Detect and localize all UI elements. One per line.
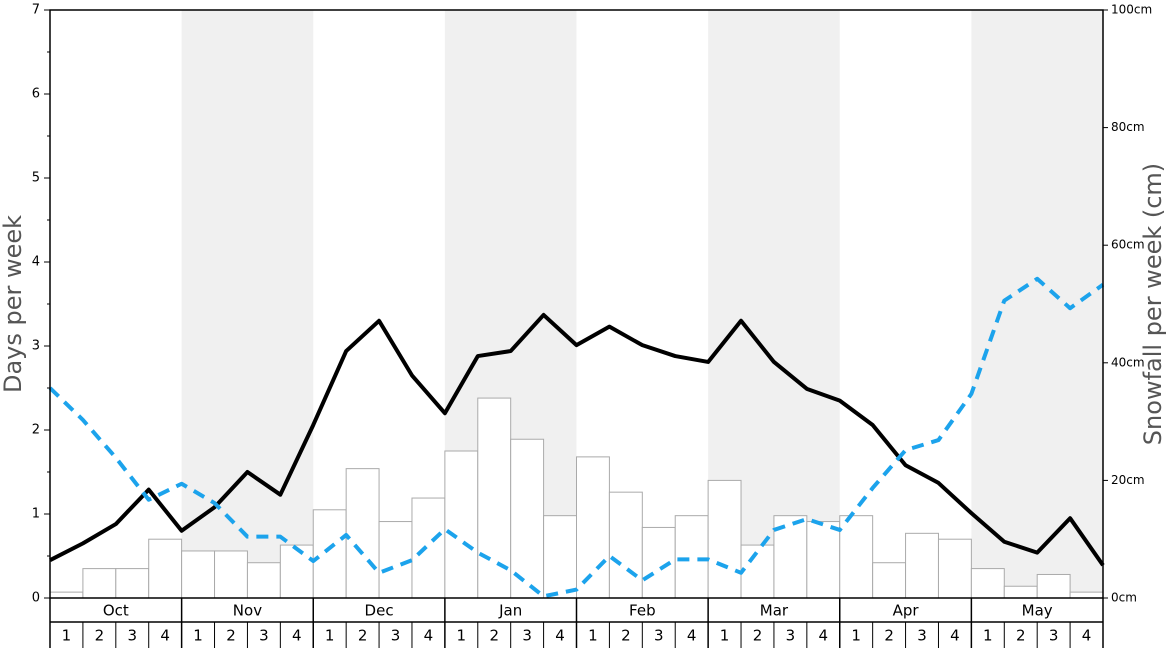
snowfall-bar: [806, 521, 841, 599]
snowfall-bar: [872, 562, 907, 599]
week-label: 3: [522, 627, 532, 645]
y-tick-label: 1: [32, 507, 40, 522]
snowfall-bar: [970, 568, 1005, 599]
week-label: 1: [325, 627, 335, 645]
month-label: Dec: [365, 602, 394, 620]
snowfall-bar: [1003, 585, 1038, 599]
snowfall-bar: [246, 562, 281, 599]
y-tick-label: 3: [32, 339, 40, 354]
y2-tick-label: 0cm: [1111, 591, 1137, 605]
week-label: 1: [983, 627, 993, 645]
snowfall-bar: [905, 532, 939, 599]
month-label: Oct: [103, 602, 129, 620]
snowfall-bar: [115, 568, 150, 599]
month-label: Jan: [498, 602, 522, 620]
snowfall-bar: [740, 544, 775, 599]
snowfall-bar: [345, 468, 380, 599]
month-label: Apr: [893, 602, 920, 620]
week-label: 3: [1049, 627, 1059, 645]
snowfall-bar: [1069, 591, 1104, 599]
week-label: 2: [621, 627, 631, 645]
month-shade: [971, 10, 1103, 598]
week-label: 4: [687, 627, 697, 645]
y-tick-label: 4: [32, 255, 40, 270]
y-tick-label: 7: [32, 3, 40, 18]
y2-tick-label: 100cm: [1111, 3, 1152, 17]
week-label: 3: [391, 627, 401, 645]
snowfall-bar: [608, 491, 643, 599]
days-line: [48, 276, 1105, 599]
week-label: 1: [62, 627, 72, 645]
week-label: 4: [160, 627, 170, 645]
week-label: 4: [950, 627, 960, 645]
snowfall-bar: [312, 509, 347, 599]
snowfall-bar: [279, 544, 314, 599]
y-tick-label: 2: [32, 423, 40, 438]
y2-tick-label: 40cm: [1111, 355, 1145, 369]
snowfall-bar: [773, 515, 808, 599]
snowfall-bar: [576, 456, 610, 599]
snowfall-bar: [82, 568, 117, 599]
y-tick-label: 6: [32, 87, 40, 102]
week-label: 2: [489, 627, 499, 645]
week-label: 2: [226, 627, 236, 645]
y2-axis-label: Snowfall per week (cm): [1139, 163, 1167, 445]
week-label: 3: [654, 627, 664, 645]
week-label: 4: [424, 627, 434, 645]
month-label: Nov: [233, 602, 262, 620]
y-tick-label: 0: [32, 591, 40, 606]
week-label: 3: [259, 627, 269, 645]
snowfall-bar: [1036, 573, 1071, 599]
snowfall-bar: [543, 515, 577, 599]
y-tick-label: 5: [32, 171, 40, 186]
week-label: 4: [292, 627, 302, 645]
days-line: [49, 312, 1105, 567]
snowfall-bar: [839, 515, 874, 599]
week-label: 3: [786, 627, 796, 645]
month-shade: [181, 10, 314, 598]
week-label: 1: [588, 627, 598, 645]
week-label: 3: [127, 627, 137, 645]
week-label: 4: [555, 627, 565, 645]
y2-tick-label: 20cm: [1111, 473, 1145, 487]
snowfall-bar: [49, 591, 84, 599]
snowfall-bar: [181, 550, 216, 599]
week-label: 4: [1082, 627, 1092, 645]
month-label: May: [1022, 602, 1053, 620]
y-axis-label: Days per week: [0, 215, 27, 393]
week-label: 2: [884, 627, 894, 645]
snowfall-bar: [707, 479, 742, 599]
week-label: 1: [457, 627, 467, 645]
week-label: 2: [753, 627, 763, 645]
snowfall-bar: [214, 550, 248, 599]
snowfall-bar: [674, 515, 709, 599]
snowfall-bar: [444, 450, 479, 599]
snowfall-bar: [148, 538, 183, 599]
snowfall-bar: [411, 497, 446, 599]
week-label: 2: [358, 627, 368, 645]
y2-tick-label: 80cm: [1111, 120, 1145, 134]
y2-tick-label: 60cm: [1111, 238, 1145, 252]
snowfall-bar: [937, 538, 972, 599]
week-label: 3: [917, 627, 927, 645]
week-label: 2: [1016, 627, 1026, 645]
snowfall-bar: [378, 521, 413, 599]
week-label: 1: [193, 627, 203, 645]
week-label: 4: [819, 627, 829, 645]
week-label: 1: [720, 627, 730, 645]
week-label: 2: [95, 627, 105, 645]
month-label: Feb: [629, 602, 656, 620]
month-label: Mar: [760, 602, 789, 620]
week-label: 1: [851, 627, 861, 645]
